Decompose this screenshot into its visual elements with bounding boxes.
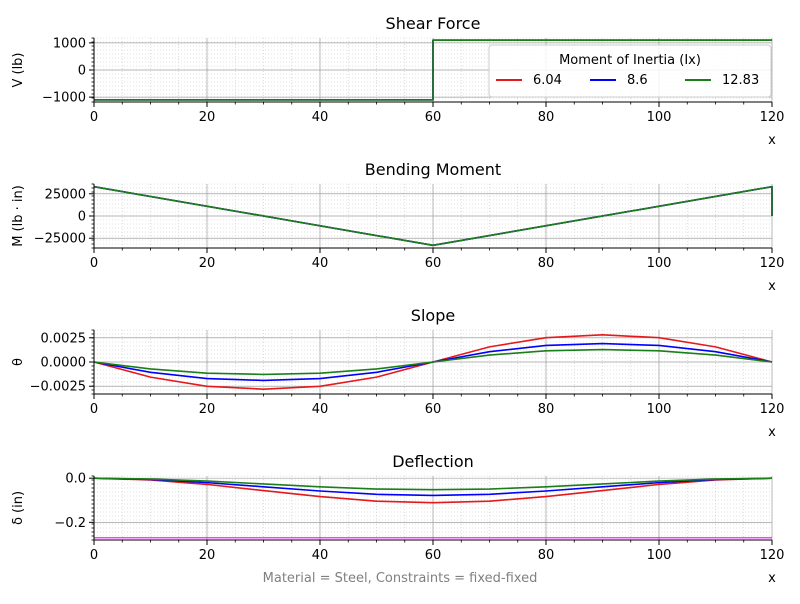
x-tick-label: 120	[760, 402, 785, 417]
x-axis-label: x	[768, 425, 776, 440]
x-tick-label: 0	[90, 548, 98, 563]
x-tick-label: 20	[199, 548, 216, 563]
y-tick-label: −0.2	[54, 516, 86, 531]
panel-3: 0 20 40 60 80 100 120 0.0 −0.2 Deflection x δ (in)	[11, 452, 784, 586]
x-tick-label: 20	[199, 110, 216, 125]
panel-2: 0 20 40 60 80 100 120 0.0025 0.0000 −0.0025 Slope x…	[11, 306, 784, 440]
legend-label-8-6: 8.6	[627, 73, 648, 88]
y-tick-label: 0.0025	[41, 331, 87, 346]
x-tick-label: 100	[647, 548, 672, 563]
x-tick-label: 40	[312, 548, 329, 563]
x-axis-label: x	[768, 279, 776, 294]
series-line-8-6	[93, 477, 773, 497]
x-tick-label: 80	[538, 548, 555, 563]
y-tick-label: −0.0025	[30, 380, 86, 395]
x-tick-label: 40	[312, 256, 329, 271]
legend-label-6-04: 6.04	[533, 73, 562, 88]
series-line-12-83	[93, 185, 773, 247]
y-axis-label: M (lb · in)	[11, 185, 26, 247]
x-tick-label: 60	[425, 110, 442, 125]
legend: Moment of Inertia (Ix) 6.04 8.6 12.83	[488, 44, 772, 98]
x-tick-label: 60	[425, 402, 442, 417]
x-tick-label: 0	[90, 256, 98, 271]
x-tick-label: 40	[312, 402, 329, 417]
footer-note: Material = Steel, Constraints = fixed-fi…	[263, 571, 538, 586]
legend-label-12-83: 12.83	[722, 73, 759, 88]
y-tick-label: −1000	[42, 91, 86, 106]
y-tick-label: −25000	[34, 232, 86, 247]
x-axis-label: x	[768, 571, 776, 586]
x-tick-label: 80	[538, 110, 555, 125]
panel-title: Shear Force	[386, 14, 481, 33]
x-tick-label: 0	[90, 110, 98, 125]
y-tick-label: 0	[78, 64, 86, 79]
x-axis-label: x	[768, 133, 776, 148]
series-line-12-83	[93, 348, 773, 376]
x-tick-label: 0	[90, 402, 98, 417]
y-tick-label: 25000	[45, 187, 86, 202]
y-tick-label: 0	[78, 210, 86, 225]
y-tick-label: 0.0000	[41, 356, 87, 371]
series-line-6-04	[93, 477, 773, 504]
panel-0: 0 20 40 60 80 100 120 1000 0 −1000 Shear Force x V (…	[11, 14, 784, 148]
x-tick-label: 80	[538, 402, 555, 417]
x-tick-label: 120	[760, 256, 785, 271]
series-line-12-83	[93, 477, 773, 491]
series-line-12-83	[94, 39, 772, 101]
x-tick-label: 100	[647, 256, 672, 271]
x-tick-label: 20	[199, 256, 216, 271]
x-tick-label: 80	[538, 256, 555, 271]
legend-title: Moment of Inertia (Ix)	[559, 53, 701, 68]
panel-title: Deflection	[392, 452, 474, 471]
y-tick-label: 0.0	[65, 472, 86, 487]
panel-1: 0 20 40 60 80 100 120 25000 0 −25000 Bending Momen…	[11, 160, 784, 294]
x-tick-label: 60	[425, 548, 442, 563]
legend-box	[488, 44, 772, 98]
x-tick-label: 100	[647, 402, 672, 417]
x-tick-label: 120	[760, 548, 785, 563]
y-axis-label: δ (in)	[11, 491, 26, 525]
panel-title: Bending Moment	[365, 160, 501, 179]
x-tick-label: 40	[312, 110, 329, 125]
y-axis-label: θ	[11, 358, 26, 366]
x-tick-label: 120	[760, 110, 785, 125]
x-tick-label: 20	[199, 402, 216, 417]
x-tick-label: 60	[425, 256, 442, 271]
y-axis-label: V (lb)	[11, 52, 26, 87]
y-tick-label: 1000	[53, 36, 86, 51]
x-tick-label: 100	[647, 110, 672, 125]
panel-title: Slope	[411, 306, 455, 325]
